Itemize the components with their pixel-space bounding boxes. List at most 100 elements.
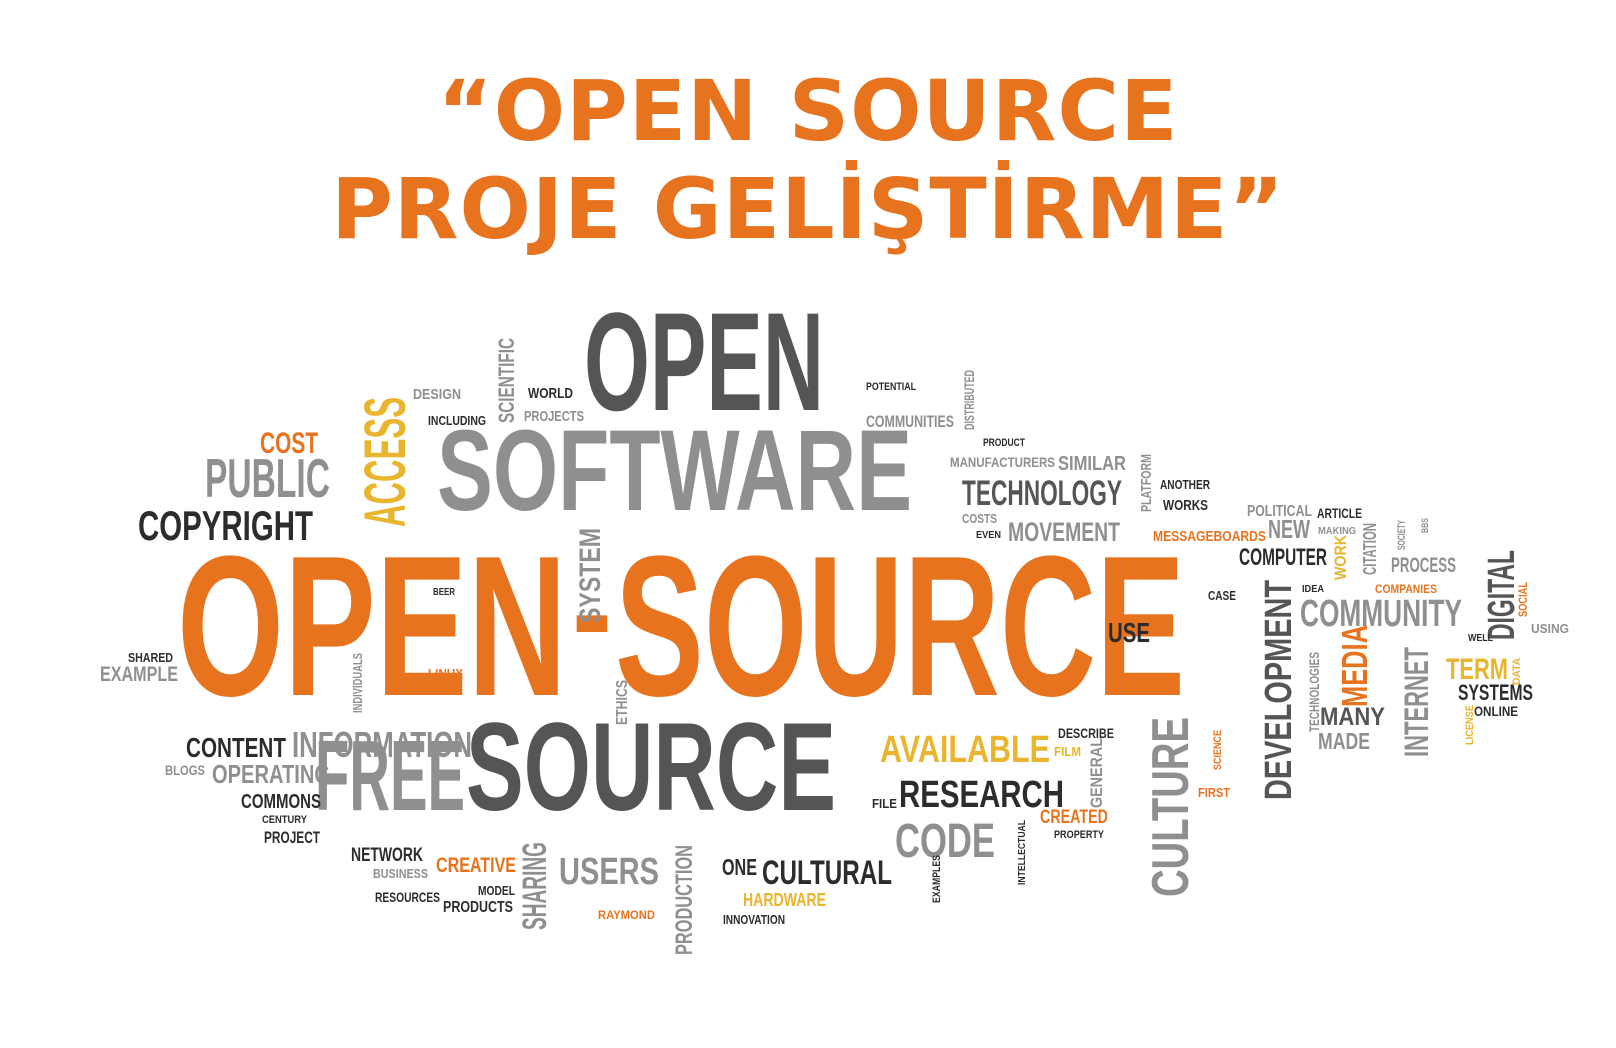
word-free-6: FREE (315, 720, 465, 832)
title-line-1: “OPEN SOURCE (437, 62, 1179, 160)
word-costs-27: COSTS (962, 511, 997, 526)
word-scientific-14: SCIENTIFIC (494, 338, 519, 423)
word-open-0: OPEN (584, 283, 824, 440)
word-resources-96: RESOURCES (375, 889, 440, 905)
word-example-63: EXAMPLE (100, 663, 178, 686)
word-online-57: ONLINE (1474, 703, 1518, 719)
word-digital-41: DIGITAL (1481, 550, 1523, 640)
word-case-45: CASE (1208, 588, 1236, 603)
word-intellectual-86: INTELLECTUAL (1017, 820, 1028, 885)
word-works-26: WORKS (1163, 497, 1208, 514)
word-political-31: POLITICAL (1247, 503, 1312, 520)
word-distributed-19: DISTRIBUTED (961, 370, 977, 430)
word-commons-71: COMMONS (241, 791, 321, 813)
word-cost-11: COST (260, 427, 318, 460)
word-source-4: SOURCE (615, 515, 1185, 738)
word-hardware-100: HARDWARE (743, 890, 826, 910)
word-well-50: WELL (1468, 633, 1493, 644)
word-citation-37: CITATION (1360, 523, 1380, 575)
word-shared-62: SHARED (128, 650, 173, 665)
word-computer-35: COMPUTER (1239, 544, 1327, 571)
word-public-9: PUBLIC (205, 447, 330, 509)
word-internet-53: INTERNET (1398, 647, 1436, 757)
word-messageboards-30: MESSAGEBOARDS (1153, 528, 1266, 545)
word-culture-78: CULTURE (1142, 717, 1200, 897)
word-many-59: MANY (1320, 703, 1385, 731)
word-new-33: NEW (1268, 514, 1310, 544)
title-line-2: PROJE GELİŞTİRME” (331, 160, 1285, 258)
word-bbs-39: BBS (1420, 518, 1430, 533)
word-system-8: SYSTEM (574, 528, 607, 623)
word-products-98: PRODUCTS (443, 899, 513, 916)
word-research-81: RESEARCH (899, 774, 1064, 816)
word-production-93: PRODUCTION (671, 845, 698, 955)
word-examples-87: EXAMPLES (931, 855, 943, 903)
word-systems-56: SYSTEMS (1458, 680, 1533, 705)
word-users-92: USERS (559, 851, 659, 893)
word-first-80: FIRST (1198, 785, 1230, 800)
word-work-36: WORK (1331, 534, 1350, 580)
word-one-94: ONE (722, 854, 757, 880)
word-cultural-95: CULTURAL (762, 854, 892, 892)
word-design-12: DESIGN (413, 386, 461, 403)
word-making-34: MAKING (1318, 526, 1356, 537)
word-article-32: ARTICLE (1317, 505, 1362, 521)
word-media-52: MEDIA (1334, 625, 1375, 707)
word-social-44: SOCIAL (1516, 582, 1530, 617)
word-information-68: INFORMATION (292, 724, 472, 765)
word-business-89: BUSINESS (373, 866, 428, 881)
word-access-7: ACCESS (353, 397, 418, 527)
word-operating-70: OPERATING (212, 759, 330, 789)
word-technologies-51: TECHNOLOGIES (1306, 652, 1322, 732)
word-society-38: SOCIETY (1396, 520, 1408, 550)
word-use-48: USE (1108, 617, 1150, 648)
word-process-40: PROCESS (1391, 554, 1456, 577)
word-manufacturers-21: MANUFACTURERS (950, 454, 1055, 470)
word-even-28: EVEN (976, 530, 1001, 541)
word-copyright-10: COPYRIGHT (138, 502, 313, 549)
word-including-13: INCLUDING (428, 413, 486, 428)
word-world-15: WORLD (528, 385, 573, 402)
word-innovation-101: INNOVATION (723, 912, 785, 927)
word-created-84: CREATED (1040, 807, 1108, 828)
word-network-88: NETWORK (351, 845, 423, 866)
word-linux-64: LINUX (428, 666, 463, 681)
word-development-49: DEVELOPMENT (1258, 580, 1300, 800)
word-community-46: COMMUNITY (1300, 593, 1462, 635)
word-individuals-65: INDIVIDUALS (350, 653, 365, 713)
word-film-76: FILM (1054, 744, 1081, 759)
word-software-1: SOFTWARE (437, 407, 912, 535)
word-dash-3: - (572, 533, 612, 690)
word-potential-17: POTENTIAL (866, 381, 916, 393)
word-available-74: AVAILABLE (880, 729, 1050, 771)
word-projects-16: PROJECTS (524, 408, 584, 425)
word-communities-18: COMMUNITIES (866, 412, 954, 431)
word-sharing-91: SHARING (516, 842, 554, 930)
word-model-97: MODEL (478, 883, 515, 898)
word-license-58: LICENSE (1464, 705, 1476, 745)
word-project-73: PROJECT (264, 828, 320, 847)
word-product-20: PRODUCT (983, 437, 1025, 449)
word-open-2: OPEN (177, 515, 567, 738)
word-idea-42: IDEA (1302, 584, 1324, 595)
word-describe-75: DESCRIBE (1058, 725, 1114, 741)
word-file-82: FILE (872, 796, 897, 811)
word-similar-22: SIMILAR (1058, 453, 1126, 475)
word-source-5: SOURCE (466, 698, 836, 837)
word-movement-29: MOVEMENT (1008, 517, 1120, 547)
word-creative-90: CREATIVE (436, 854, 516, 877)
word-blogs-69: BLOGS (165, 762, 205, 778)
word-term-54: TERM (1446, 653, 1508, 686)
word-general-77: GENERAL (1087, 738, 1106, 808)
word-data-55: DATA (1511, 658, 1523, 685)
word-made-60: MADE (1318, 728, 1370, 754)
word-raymond-99: RAYMOND (598, 908, 655, 922)
word-science-79: SCIENCE (1212, 730, 1224, 770)
word-code-83: CODE (895, 815, 995, 868)
word-ethics-66: ETHICS (614, 680, 631, 725)
word-another-25: ANOTHER (1160, 477, 1210, 492)
word-property-85: PROPERTY (1054, 829, 1105, 841)
word-companies-43: COMPANIES (1375, 582, 1437, 596)
word-platform-24: PLATFORM (1138, 454, 1155, 512)
